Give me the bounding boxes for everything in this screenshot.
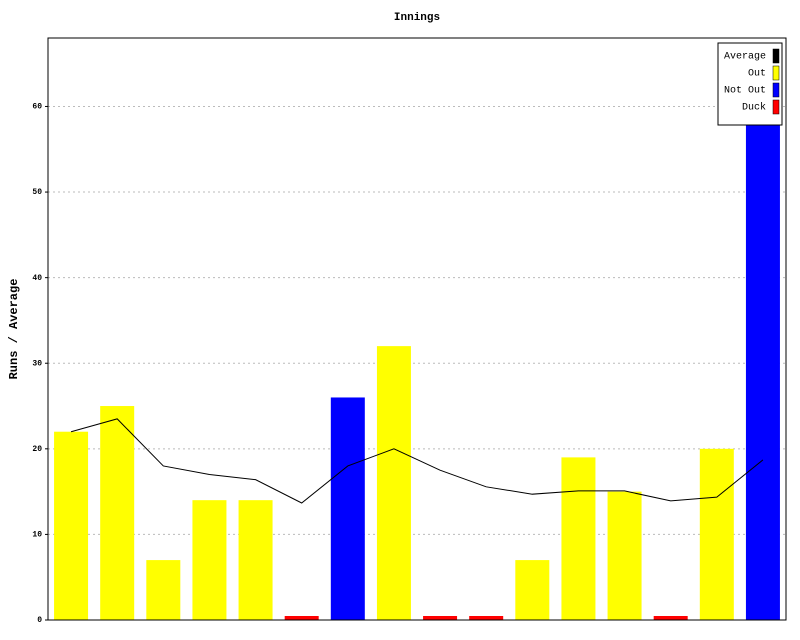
bar xyxy=(284,616,319,620)
y-tick-label: 30 xyxy=(32,359,42,368)
bar xyxy=(192,500,227,620)
legend-swatch xyxy=(772,48,780,64)
bar xyxy=(745,97,780,621)
legend-box xyxy=(717,42,783,126)
y-tick-label: 40 xyxy=(32,274,42,283)
legend-label: Duck xyxy=(742,102,766,114)
legend-swatch xyxy=(772,65,780,81)
average-line xyxy=(70,418,764,504)
bar xyxy=(515,560,550,620)
bar xyxy=(561,457,596,620)
plot-frame xyxy=(47,37,787,621)
y-tick-label: 60 xyxy=(32,103,42,112)
y-tick-label: 20 xyxy=(32,445,42,454)
bar xyxy=(469,616,504,620)
y-tick-label: 0 xyxy=(37,616,42,625)
y-tick-label: 10 xyxy=(32,531,42,540)
bar xyxy=(146,560,181,620)
bar xyxy=(423,616,458,620)
legend-label: Average xyxy=(724,52,766,63)
bar xyxy=(607,491,642,620)
bar xyxy=(330,397,365,620)
bar xyxy=(238,500,273,620)
y-tick-label: 50 xyxy=(32,188,42,197)
legend-label: Out xyxy=(748,69,766,80)
bar xyxy=(54,431,89,620)
bar xyxy=(699,448,734,620)
bar xyxy=(653,616,688,620)
legend-label: Not Out xyxy=(724,86,766,97)
chart-title: Innings xyxy=(394,12,440,24)
legend-swatch xyxy=(772,99,780,115)
bar xyxy=(100,406,135,620)
legend-swatch xyxy=(772,82,780,98)
y-axis-label: Runs / Average xyxy=(7,279,21,380)
bar xyxy=(376,346,411,620)
